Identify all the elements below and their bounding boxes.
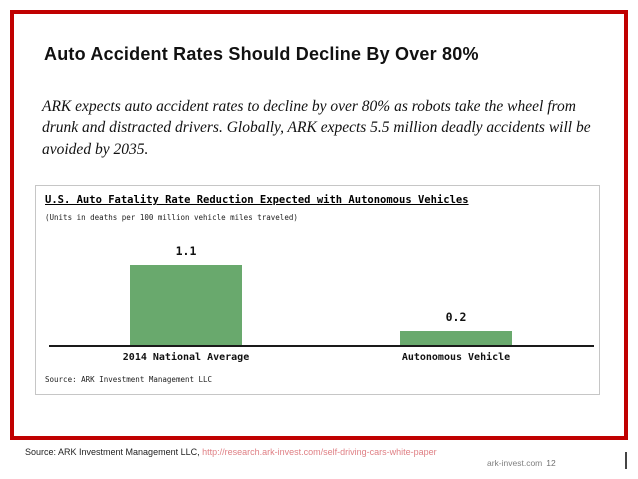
fatality-rate-chart: U.S. Auto Fatality Rate Reduction Expect… bbox=[35, 185, 600, 395]
bar-2014-national-average bbox=[130, 265, 242, 346]
footer-source-line: Source: ARK Investment Management LLC, h… bbox=[25, 447, 437, 457]
slide-body-text: ARK expects auto accident rates to decli… bbox=[42, 98, 591, 158]
x-axis-line bbox=[49, 345, 594, 347]
bar-autonomous-vehicle bbox=[400, 331, 512, 346]
page-number: 12 bbox=[546, 458, 556, 468]
chart-subtitle: (Units in deaths per 100 million vehicle… bbox=[45, 213, 298, 222]
chart-plot-area: 1.1 0.2 bbox=[49, 230, 594, 347]
bar-group-2014-national-average: 1.1 bbox=[130, 230, 242, 346]
footer-source-label: Source: ARK Investment Management LLC, bbox=[25, 447, 203, 457]
slide-title: Auto Accident Rates Should Decline By Ov… bbox=[44, 44, 479, 64]
corner-tick-mark bbox=[625, 452, 627, 469]
bar-value-label: 1.1 bbox=[175, 244, 197, 259]
footer-source-url-link[interactable]: http://research.ark-invest.com/self-driv… bbox=[202, 447, 437, 457]
footer-branding: ark-invest.com 12 bbox=[487, 458, 556, 468]
category-label-2014-national-average: 2014 National Average bbox=[122, 352, 250, 363]
chart-source-note: Source: ARK Investment Management LLC bbox=[45, 375, 213, 384]
bar-value-label: 0.2 bbox=[445, 310, 467, 325]
category-label-autonomous-vehicle: Autonomous Vehicle bbox=[401, 352, 511, 363]
slide-frame: Auto Accident Rates Should Decline By Ov… bbox=[10, 10, 628, 440]
site-label: ark-invest.com bbox=[487, 458, 543, 468]
chart-title: U.S. Auto Fatality Rate Reduction Expect… bbox=[45, 194, 469, 206]
bar-group-autonomous-vehicle: 0.2 bbox=[400, 230, 512, 346]
